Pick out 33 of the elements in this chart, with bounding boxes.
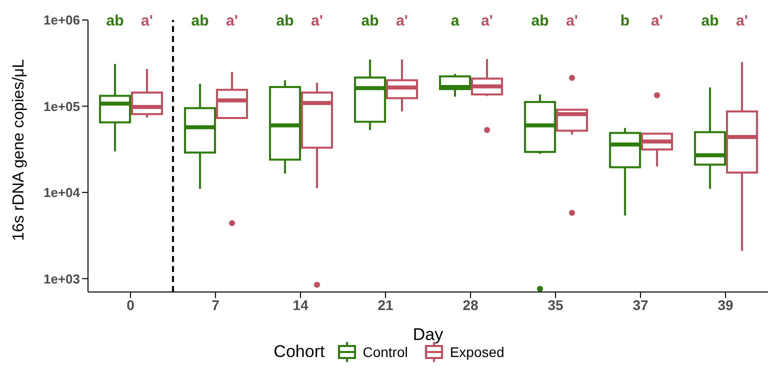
x-tick-label: 21 <box>378 296 394 313</box>
annotation: a' <box>396 12 408 30</box>
x-tick-label: 28 <box>462 296 478 313</box>
annotation: a' <box>141 12 153 30</box>
x-tick-label: 35 <box>548 296 564 313</box>
annotation: a' <box>481 12 493 30</box>
annotation: a' <box>651 12 663 30</box>
legend-title: Cohort <box>274 342 325 362</box>
x-tick-label: 7 <box>212 296 220 313</box>
legend-label: Exposed <box>450 344 504 360</box>
annotation: ab <box>276 12 294 30</box>
annotation: ab <box>701 12 719 30</box>
annotation: a' <box>311 12 323 30</box>
annotation: ab <box>531 12 549 30</box>
y-tick-label: 1e+03 <box>43 271 80 286</box>
x-tick-label: 37 <box>632 296 648 313</box>
y-axis-title: 16s rDNA gene copies/μL <box>10 59 28 241</box>
annotation: b <box>620 12 630 30</box>
y-tick-label: 1e+04 <box>43 185 81 200</box>
annotation: a' <box>566 12 578 30</box>
x-axis-title: Day <box>412 325 444 344</box>
annotation: ab <box>106 12 124 30</box>
annotation: ab <box>191 12 209 30</box>
x-tick-label: 14 <box>292 296 308 313</box>
x-tick-label: 39 <box>718 296 734 313</box>
x-tick-label: 0 <box>126 296 135 313</box>
y-tick-label: 1e+05 <box>43 98 80 114</box>
annotation: ab <box>361 12 379 30</box>
annotation: a' <box>226 12 238 30</box>
annotation: a' <box>736 12 748 30</box>
legend-label: Control <box>362 344 408 360</box>
y-tick-label: 1e+06 <box>43 12 80 28</box>
annotation: a <box>450 12 460 30</box>
